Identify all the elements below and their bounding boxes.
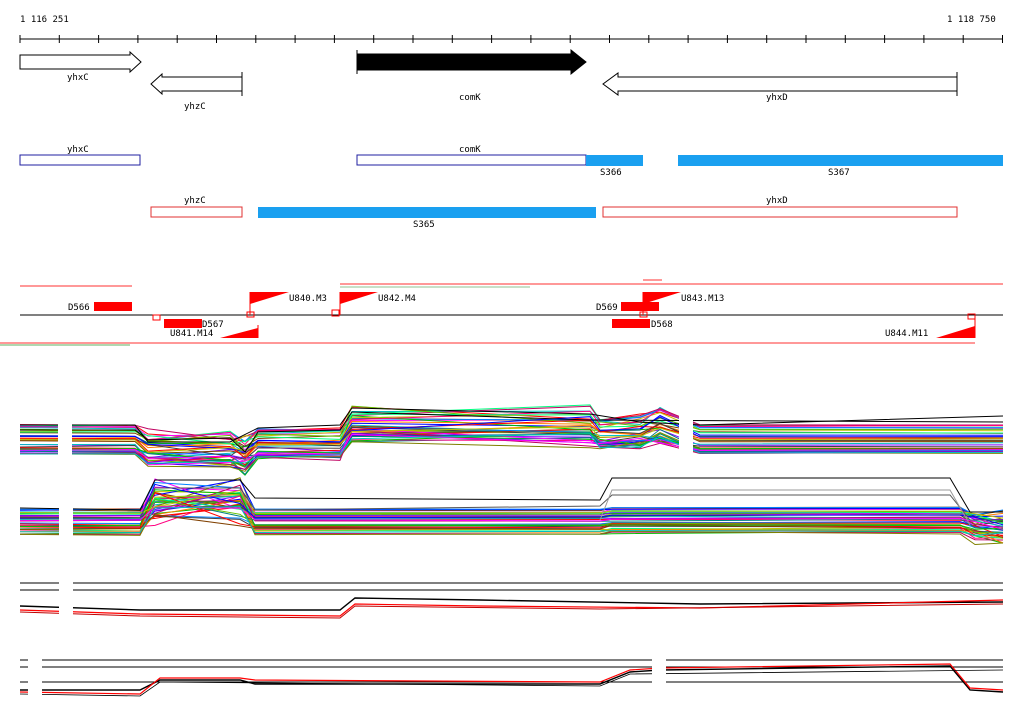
feature-U843.M13[interactable]: U843.M13	[639, 292, 724, 318]
gene-label-comK: comK	[459, 93, 481, 103]
profile-line	[19, 416, 1004, 452]
profile-line	[19, 409, 1004, 446]
gene-label-yhzC: yhzC	[184, 102, 206, 112]
feature-D566[interactable]: D566	[68, 302, 132, 313]
profile-line	[19, 506, 1004, 536]
segment-yhzC[interactable]	[150, 206, 243, 218]
svg-text:U844.M11: U844.M11	[885, 329, 928, 339]
expression-panel-1	[19, 404, 1004, 476]
feature-track: D566 D567 U841.M14 U840.M3 U842.M4 D569	[0, 279, 1003, 346]
profile-line	[19, 440, 1004, 472]
profile-line	[19, 498, 1004, 534]
segment-S367[interactable]	[678, 155, 1003, 166]
gene-track: yhxC yhzC comK yhxD	[19, 48, 958, 112]
profile-line	[19, 429, 1004, 471]
profile-line	[19, 433, 1004, 462]
svg-text:U840.M3: U840.M3	[289, 294, 327, 304]
profile-line	[19, 514, 1004, 538]
feature-D568[interactable]: D568	[612, 319, 673, 330]
svg-text:D569: D569	[596, 303, 618, 313]
feature-U842.M4[interactable]: U842.M4	[331, 292, 416, 317]
expression-panel-4	[19, 655, 1004, 700]
feature-U841.M14[interactable]: U841.M14	[170, 325, 259, 339]
segment-label-comK: comK	[459, 145, 481, 155]
segment-label-yhxD: yhxD	[766, 196, 788, 206]
segment-yhxD[interactable]	[602, 206, 958, 218]
feature-U844.M11[interactable]: U844.M11	[885, 313, 976, 339]
gene-arrow-yhzC[interactable]: yhzC	[150, 72, 243, 112]
segment-label-yhzC: yhzC	[184, 196, 206, 206]
profile-line	[19, 426, 1004, 453]
profile-line	[19, 489, 1004, 530]
profile-line	[19, 415, 1004, 448]
profile-line	[19, 428, 1004, 461]
segment-label-S366: S366	[600, 168, 622, 178]
svg-text:U841.M14: U841.M14	[170, 329, 213, 339]
expression-panel-2	[19, 476, 1004, 546]
svg-text:D566: D566	[68, 303, 90, 313]
profile-line	[19, 433, 1004, 464]
gene-arrow-comK[interactable]: comK	[356, 48, 587, 103]
segment-label-S367: S367	[828, 168, 850, 178]
profile-line	[19, 489, 1004, 519]
svg-text:D567: D567	[202, 320, 224, 330]
gene-arrow-yhxC[interactable]: yhxC	[19, 50, 142, 83]
reverse-segment-track: yhzC S365 yhxD	[150, 196, 958, 230]
svg-text:U843.M13: U843.M13	[681, 294, 724, 304]
expression-panel-3	[19, 578, 1004, 619]
profile-line	[19, 499, 1004, 541]
svg-text:U842.M4: U842.M4	[378, 294, 416, 304]
segment-yhxC[interactable]	[19, 154, 141, 166]
segment-comK[interactable]	[356, 154, 587, 166]
profile-line	[19, 428, 1004, 466]
forward-segment-track: yhxC comK S366 S367	[19, 145, 1003, 178]
segment-S365[interactable]	[258, 207, 596, 218]
feature-U840.M3[interactable]: U840.M3	[246, 292, 327, 318]
segment-label-S365: S365	[413, 220, 435, 230]
gene-arrow-yhxD[interactable]: yhxD	[602, 72, 958, 103]
ruler-end-label: 1 118 750	[947, 15, 996, 25]
gene-label-yhxC: yhxC	[67, 73, 89, 83]
segment-S366[interactable]	[586, 155, 643, 166]
gene-label-yhxD: yhxD	[766, 93, 788, 103]
segment-label-yhxC: yhxC	[67, 145, 89, 155]
profile-line	[19, 413, 1004, 445]
feature-D569[interactable]: D569	[596, 302, 659, 313]
svg-text:D568: D568	[651, 320, 673, 330]
coordinate-ruler: 1 116 251 1 118 750	[19, 15, 1003, 43]
ruler-start-label: 1 116 251	[20, 15, 69, 25]
feature-D567[interactable]: D567	[152, 314, 224, 330]
